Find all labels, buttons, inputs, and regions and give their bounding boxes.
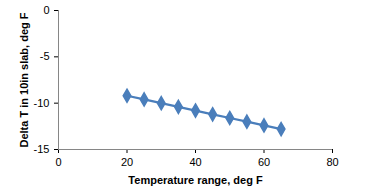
svg-text:Delta T in 10in slab, deg F: Delta T in 10in slab, deg F [18,12,30,147]
svg-text:-5: -5 [40,50,50,62]
svg-text:0: 0 [55,156,61,168]
svg-text:-15: -15 [34,143,50,155]
svg-text:40: 40 [189,156,201,168]
svg-text:60: 60 [258,156,270,168]
svg-text:20: 20 [121,156,133,168]
svg-text:0: 0 [43,4,49,16]
svg-text:80: 80 [326,156,338,168]
svg-text:-10: -10 [34,97,50,109]
svg-text:Temperature range, deg F: Temperature range, deg F [128,174,263,186]
